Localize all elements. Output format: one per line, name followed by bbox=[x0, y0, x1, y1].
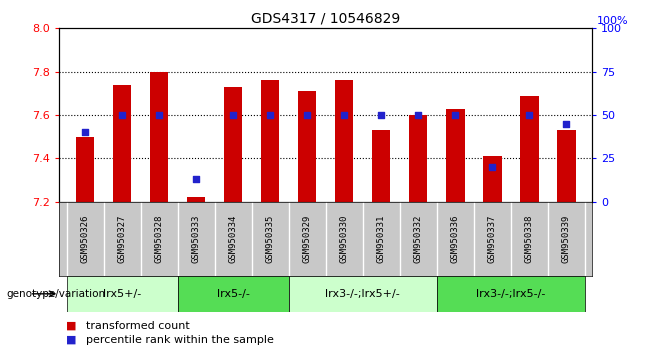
Bar bbox=[372, 130, 390, 202]
Text: lrx3-/-;lrx5+/-: lrx3-/-;lrx5+/- bbox=[325, 289, 400, 299]
Point bbox=[487, 164, 497, 170]
Text: GSM950334: GSM950334 bbox=[229, 215, 238, 263]
Text: lrx3-/-;lrx5-/-: lrx3-/-;lrx5-/- bbox=[476, 289, 545, 299]
Text: GSM950335: GSM950335 bbox=[266, 215, 274, 263]
Point bbox=[117, 112, 128, 118]
Text: GSM950329: GSM950329 bbox=[303, 215, 312, 263]
Bar bbox=[76, 137, 94, 202]
Point bbox=[191, 176, 201, 182]
Point bbox=[450, 112, 461, 118]
Text: ■: ■ bbox=[66, 335, 76, 345]
Text: genotype/variation: genotype/variation bbox=[7, 289, 106, 299]
Text: lrx5+/-: lrx5+/- bbox=[103, 289, 141, 299]
Bar bbox=[437, 276, 585, 312]
Bar bbox=[150, 72, 168, 202]
Bar bbox=[113, 85, 132, 202]
Point bbox=[413, 112, 424, 118]
Text: GSM950333: GSM950333 bbox=[191, 215, 201, 263]
Text: 100%: 100% bbox=[596, 16, 628, 25]
Bar bbox=[187, 198, 205, 202]
Text: GSM950338: GSM950338 bbox=[525, 215, 534, 263]
Text: GSM950328: GSM950328 bbox=[155, 215, 164, 263]
Point bbox=[376, 112, 386, 118]
Point bbox=[228, 112, 238, 118]
Bar bbox=[224, 87, 242, 202]
Point bbox=[302, 112, 313, 118]
Bar bbox=[520, 96, 538, 202]
Text: GSM950332: GSM950332 bbox=[414, 215, 422, 263]
Point bbox=[524, 112, 534, 118]
Text: lrx5-/-: lrx5-/- bbox=[216, 289, 249, 299]
Text: GSM950336: GSM950336 bbox=[451, 215, 460, 263]
Bar bbox=[557, 130, 576, 202]
Bar bbox=[335, 80, 353, 202]
Text: percentile rank within the sample: percentile rank within the sample bbox=[86, 335, 274, 345]
Title: GDS4317 / 10546829: GDS4317 / 10546829 bbox=[251, 12, 400, 26]
Bar bbox=[289, 276, 437, 312]
Text: ■: ■ bbox=[66, 321, 76, 331]
Point bbox=[561, 121, 572, 126]
Text: GSM950337: GSM950337 bbox=[488, 215, 497, 263]
Point bbox=[339, 112, 349, 118]
Text: GSM950331: GSM950331 bbox=[377, 215, 386, 263]
Bar bbox=[66, 276, 178, 312]
Bar bbox=[446, 109, 465, 202]
Bar bbox=[409, 115, 428, 202]
Point bbox=[154, 112, 164, 118]
Bar bbox=[298, 91, 316, 202]
Text: GSM950327: GSM950327 bbox=[118, 215, 126, 263]
Text: GSM950330: GSM950330 bbox=[340, 215, 349, 263]
Bar bbox=[261, 80, 280, 202]
Text: GSM950339: GSM950339 bbox=[562, 215, 570, 263]
Bar bbox=[483, 156, 501, 202]
Text: GSM950326: GSM950326 bbox=[81, 215, 89, 263]
Point bbox=[80, 130, 90, 135]
Point bbox=[265, 112, 276, 118]
Text: transformed count: transformed count bbox=[86, 321, 190, 331]
Bar bbox=[178, 276, 289, 312]
